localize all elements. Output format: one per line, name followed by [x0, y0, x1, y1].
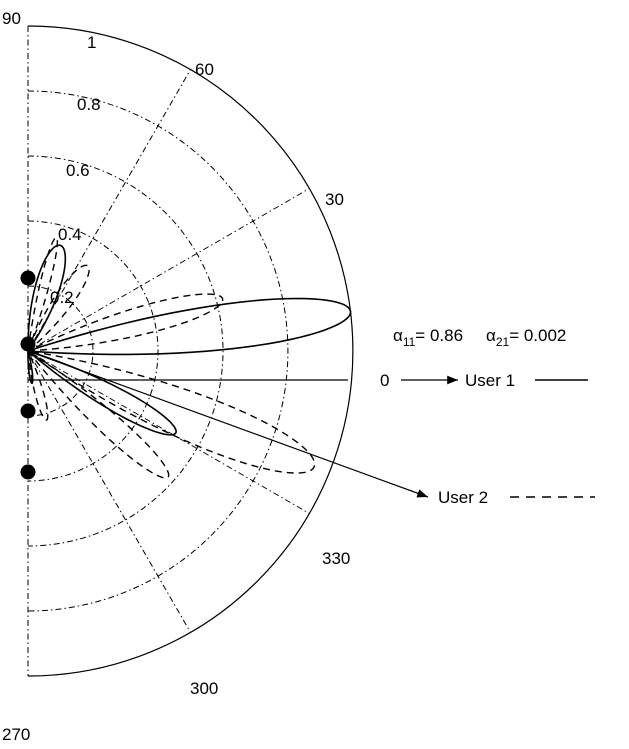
user1-lobe: [27, 350, 177, 436]
angle-tick-label: 330: [322, 549, 350, 568]
spoke--30: [27, 350, 310, 514]
grid-circle-1: [27, 285, 94, 417]
user2-lobe: [27, 350, 170, 479]
radial-tick-label: 1: [87, 33, 96, 52]
grid-circle-4: [27, 90, 289, 612]
spoke--60: [27, 350, 191, 633]
alpha21-value: = 0.002: [509, 326, 566, 345]
angle-tick-label: 0: [380, 371, 389, 390]
user2-label: User 2: [438, 488, 488, 507]
user2-lobe: [27, 264, 90, 352]
user1-lobe: [27, 350, 34, 385]
alpha11-label: α11= 0.86: [393, 326, 463, 349]
antenna-element-dot: [20, 403, 36, 419]
alpha11-value: = 0.86: [415, 326, 463, 345]
user2-lobe: [27, 350, 316, 474]
angle-tick-label: 90: [2, 9, 21, 28]
user1-lobe: [27, 244, 67, 354]
antenna-element-dots: [20, 270, 36, 480]
alpha11-subscript: 11: [403, 335, 416, 349]
grid-circle-3: [27, 155, 224, 547]
radial-tick-label: 0.2: [50, 288, 74, 307]
antenna-element-dot: [20, 270, 36, 286]
angle-tick-label: 270: [2, 725, 30, 744]
outer-boundary-circle: [27, 25, 354, 677]
angle-tick-label: 300: [190, 679, 218, 698]
spoke-30: [27, 188, 310, 352]
antenna-element-dot: [20, 336, 36, 352]
spoke-60: [27, 69, 191, 352]
radial-tick-label: 0.6: [66, 161, 90, 180]
user2-arrow: [27, 350, 429, 498]
user2-lobe: [27, 293, 224, 352]
angle-tick-label: 60: [195, 60, 214, 79]
radial-tick-label: 0.8: [77, 95, 101, 114]
antenna-element-dot: [20, 464, 36, 480]
alpha11-symbol: α: [393, 326, 403, 345]
user1-lobe: [27, 297, 352, 356]
user1-label: User 1: [465, 371, 515, 390]
grid-circle-2: [27, 220, 159, 482]
beam-lobes: [27, 236, 352, 479]
angle-tick-label: 30: [325, 190, 344, 209]
alpha21-label: α21= 0.002: [486, 326, 566, 349]
radial-tick-label: 0.4: [58, 225, 82, 244]
alpha21-symbol: α: [486, 326, 496, 345]
user-direction-arrows: [27, 350, 458, 498]
user2-lobe: [27, 350, 49, 421]
alpha21-subscript: 21: [496, 335, 510, 349]
